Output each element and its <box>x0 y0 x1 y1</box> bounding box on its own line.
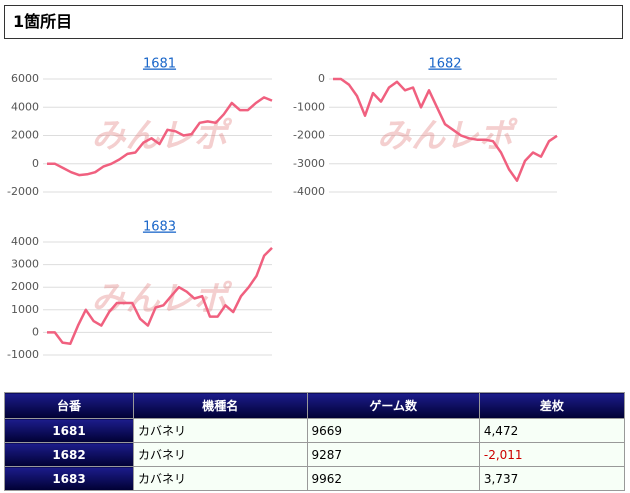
y-tick-label: -2000 <box>293 129 325 142</box>
data-line <box>333 77 558 182</box>
y-tick-label: 1000 <box>11 303 39 316</box>
machine-table: 台番 機種名 ゲーム数 差枚 1681 カバネリ 9669 4,472 1682… <box>3 392 626 491</box>
machine-number: 1681 <box>3 418 135 443</box>
y-tick-label: 3000 <box>11 258 39 271</box>
y-tick-label: 0 <box>318 72 325 85</box>
y-tick-label: -1000 <box>293 100 325 113</box>
data-line <box>47 247 273 345</box>
chart-title[interactable]: 1681 <box>143 57 176 72</box>
y-tick-label: 0 <box>32 157 39 170</box>
charts: 1681 -2000 0 2000 4000 6000 みんレポ 1682 -4000 -3000… <box>7 57 558 361</box>
column-header: 機種名 <box>133 392 308 419</box>
row: 1681 カバネリ 9669 4,472 <box>3 418 626 443</box>
watermark: みんレポ <box>92 279 233 319</box>
y-tick-label: 6000 <box>11 72 39 85</box>
data-line <box>47 96 273 177</box>
machine-number: 1682 <box>3 442 135 467</box>
chart-title[interactable]: 1682 <box>428 57 461 72</box>
games: 9287 <box>306 442 480 467</box>
column-header: 台番 <box>3 392 135 419</box>
diff: 3,737 <box>478 466 626 491</box>
diff: 4,472 <box>478 418 626 443</box>
games: 9669 <box>306 418 480 443</box>
y-tick-label: 2000 <box>11 280 39 293</box>
model: カバネリ <box>133 442 308 467</box>
model: カバネリ <box>133 418 308 443</box>
y-tick-label: 4000 <box>11 100 39 113</box>
machine-number: 1683 <box>3 466 135 491</box>
diff: -2,011 <box>478 442 626 467</box>
games: 9962 <box>306 466 480 491</box>
y-tick-label: -3000 <box>293 157 325 170</box>
chart-title[interactable]: 1683 <box>143 220 176 235</box>
y-tick-label: -1000 <box>7 348 39 361</box>
y-tick-label: -2000 <box>7 185 39 198</box>
row: 1683 カバネリ 9962 3,737 <box>3 466 626 491</box>
row: 1682 カバネリ 9287 -2,011 <box>3 442 626 467</box>
y-tick-label: 4000 <box>11 235 39 248</box>
section-title: 1箇所目 <box>4 5 623 39</box>
watermark: みんレポ <box>377 116 518 156</box>
column-header: ゲーム数 <box>306 392 480 419</box>
y-tick-label: -4000 <box>293 185 325 198</box>
y-tick-label: 2000 <box>11 129 39 142</box>
header-row: 台番 機種名 ゲーム数 差枚 <box>3 392 626 419</box>
y-tick-label: 0 <box>32 325 39 338</box>
model: カバネリ <box>133 466 308 491</box>
column-header: 差枚 <box>478 392 626 419</box>
